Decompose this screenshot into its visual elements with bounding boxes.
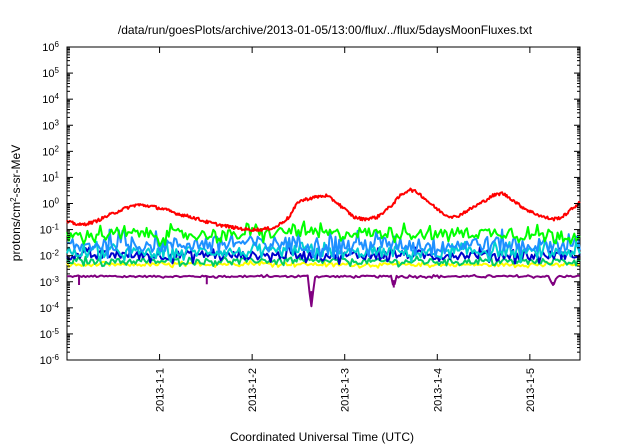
- y-axis-label-post: -s-sr-MeV: [9, 145, 23, 198]
- series-line: [66, 187, 581, 233]
- x-axis: 2013-1-1 2013-1-2 2013-1-3 2013-1-4 2013-1-5: [155, 47, 537, 412]
- y-tick-label: 10-6: [40, 353, 60, 368]
- y-tick-label: 10-1: [40, 222, 60, 237]
- y-tick-label: 10-3: [40, 274, 60, 289]
- y-tick-label: 10-5: [40, 326, 60, 341]
- x-tick-label: 2013-1-3: [340, 368, 352, 412]
- series-line: [66, 254, 581, 268]
- y-axis-label: protons/cm2-s-sr-MeV: [9, 145, 24, 261]
- y-tick-label: 104: [42, 92, 59, 107]
- series-line: [66, 228, 581, 259]
- y-tick-label: 101: [42, 170, 59, 185]
- x-tick-label: 2013-1-5: [525, 368, 537, 412]
- y-tick-label: 100: [42, 196, 59, 211]
- series-line: [67, 273, 580, 308]
- chart-title: /data/run/goesPlots/archive/2013-01-05/1…: [118, 23, 533, 37]
- y-axis-label-sup: 2: [9, 197, 18, 202]
- y-tick-label: 103: [42, 118, 59, 133]
- plot-area: [66, 46, 581, 361]
- y-tick-label: 10-4: [40, 300, 60, 315]
- y-axis: 10-6 10-5 10-4 10-3 10-2 10-1 100 101 102 103 104 1…: [40, 40, 580, 368]
- plot-frame: [66, 46, 581, 361]
- x-axis-label: Coordinated Universal Time (UTC): [230, 430, 414, 444]
- y-axis-label-pre: protons/cm: [9, 202, 23, 261]
- series-layer: [66, 187, 581, 308]
- y-tick-label: 105: [42, 66, 59, 81]
- x-tick-label: 2013-1-1: [155, 368, 167, 412]
- x-tick-label: 2013-1-2: [247, 368, 259, 412]
- y-tick-label: 102: [42, 144, 59, 159]
- y-tick-label: 10-2: [40, 248, 60, 263]
- y-tick-label: 106: [42, 40, 59, 55]
- x-tick-label: 2013-1-4: [432, 368, 444, 412]
- series-line: [66, 220, 581, 247]
